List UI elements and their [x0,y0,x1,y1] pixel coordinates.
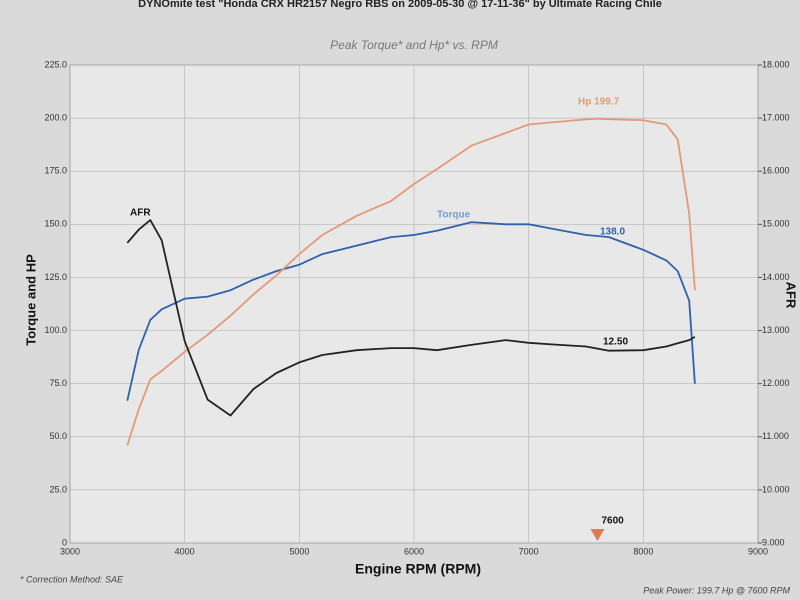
x-axis-label: Engine RPM (RPM) [355,561,481,577]
y2-tick-label: 16.000 [762,166,790,176]
x-tick-label: 7000 [519,546,539,556]
y2-tick-label: 11.000 [762,431,789,441]
x-tick-label: 8000 [633,546,653,556]
peak-marker-label: 7600 [601,516,624,527]
series-line [126,117,696,446]
y-axis-label: Torque and HP [23,254,38,346]
y-tick-label: 150.0 [44,219,67,229]
y2-tick-label: 14.000 [762,272,790,282]
y-tick-label: 200.0 [44,112,67,122]
y2-tick-label: 15.000 [762,219,790,229]
x-tick-label: 6000 [404,546,424,556]
y-tick-label: 75.0 [49,378,67,388]
annotation: Torque [437,210,471,221]
annotation: 138.0 [600,227,625,238]
y-tick-label: 225.0 [44,59,67,69]
x-tick-label: 4000 [175,546,195,556]
y2-tick-label: 10.000 [762,484,790,494]
chart-title: DYNOmite test "Honda CRX HR2157 Negro RB… [138,0,662,10]
annotation: 12.50 [603,337,628,348]
footnote: Peak Power: 199.7 Hp @ 7600 RPM [643,585,790,595]
y2-tick-label: 9.000 [762,537,785,547]
footnote: * Correction Method: SAE [20,574,124,584]
y2-tick-label: 12.000 [762,378,790,388]
peak-marker [590,529,605,541]
x-tick-label: 5000 [289,546,309,556]
y-tick-label: 125.0 [44,272,67,282]
series-line [126,219,696,417]
annotation: Hp 199.7 [578,97,620,108]
chart-subtitle: Peak Torque* and Hp* vs. RPM [330,38,498,52]
y-tick-label: 25.0 [49,484,67,494]
x-tick-label: 3000 [60,546,80,556]
x-tick-label: 9000 [748,546,768,556]
y-tick-label: 175.0 [44,166,67,176]
series-line [126,221,696,401]
y-tick-label: 50.0 [49,431,67,441]
y-tick-label: 100.0 [44,325,67,335]
y-tick-label: 0 [62,537,67,547]
y2-tick-label: 17.000 [762,112,790,122]
annotation: AFR [130,208,151,219]
y2-tick-label: 13.000 [762,325,790,335]
y2-axis-label: AFR [784,282,799,309]
y2-tick-label: 18.000 [762,59,790,69]
